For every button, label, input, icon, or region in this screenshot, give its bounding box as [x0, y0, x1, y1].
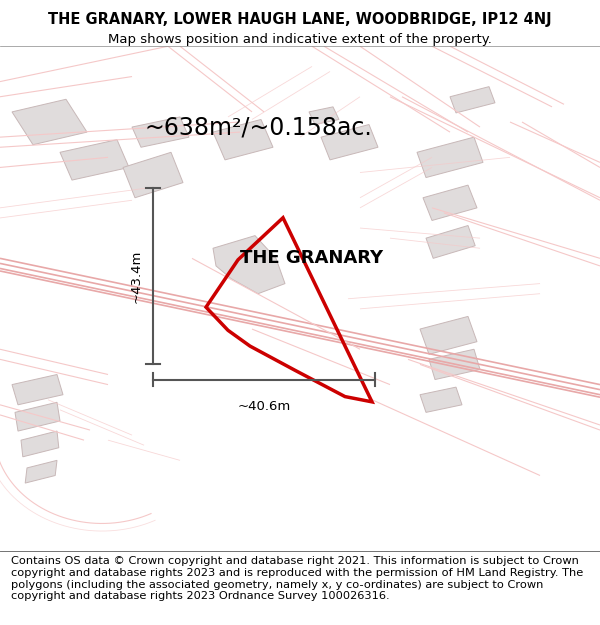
Polygon shape	[132, 117, 189, 148]
Polygon shape	[417, 137, 483, 178]
Polygon shape	[426, 226, 475, 258]
Polygon shape	[429, 349, 480, 379]
Text: THE GRANARY, LOWER HAUGH LANE, WOODBRIDGE, IP12 4NJ: THE GRANARY, LOWER HAUGH LANE, WOODBRIDG…	[48, 11, 552, 26]
Polygon shape	[420, 316, 477, 354]
Polygon shape	[420, 387, 462, 412]
Polygon shape	[321, 124, 378, 160]
Polygon shape	[213, 119, 273, 160]
Polygon shape	[15, 402, 60, 431]
Text: Contains OS data © Crown copyright and database right 2021. This information is : Contains OS data © Crown copyright and d…	[11, 556, 583, 601]
Polygon shape	[213, 236, 285, 294]
Text: ~638m²/~0.158ac.: ~638m²/~0.158ac.	[144, 115, 372, 139]
Polygon shape	[423, 185, 477, 221]
Polygon shape	[309, 107, 339, 124]
Polygon shape	[12, 374, 63, 405]
Text: ~40.6m: ~40.6m	[238, 400, 290, 412]
Polygon shape	[25, 461, 57, 483]
Polygon shape	[123, 152, 183, 198]
Text: THE GRANARY: THE GRANARY	[241, 249, 383, 268]
Polygon shape	[450, 87, 495, 113]
Polygon shape	[60, 139, 129, 180]
Polygon shape	[21, 431, 59, 457]
Text: Map shows position and indicative extent of the property.: Map shows position and indicative extent…	[108, 33, 492, 46]
Polygon shape	[12, 99, 87, 145]
Text: ~43.4m: ~43.4m	[129, 249, 142, 302]
